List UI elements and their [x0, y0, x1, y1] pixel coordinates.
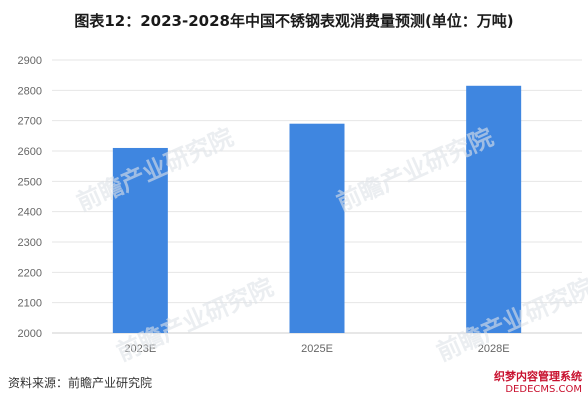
chart-title: 图表12：2023-2028年中国不锈钢表观消费量预测(单位：万吨) [74, 12, 514, 30]
source-note: 资料来源：前瞻产业研究院 [8, 376, 153, 390]
y-tick-label: 2100 [18, 298, 42, 310]
x-tick-label: 2028E [478, 343, 510, 355]
y-tick-label: 2800 [18, 85, 42, 97]
x-tick-label: 2025E [301, 343, 333, 355]
y-tick-label: 2700 [18, 116, 42, 128]
y-tick-label: 2400 [18, 207, 42, 219]
corner-watermark-title: 织梦内容管理系统 [494, 370, 582, 383]
y-tick-label: 2000 [18, 328, 42, 340]
y-tick-label: 2900 [18, 55, 42, 67]
bar-2025e [289, 123, 345, 333]
corner-watermark-url: DEDECMS.COM [505, 384, 582, 395]
y-tick-label: 2200 [18, 267, 42, 279]
y-tick-label: 2500 [18, 176, 42, 188]
bar-2028e [466, 85, 522, 334]
corner-watermark: 织梦内容管理系统 DEDECMS.COM [494, 370, 582, 396]
x-tick-label: 2023E [124, 343, 156, 355]
y-tick-label: 2600 [18, 146, 42, 158]
y-tick-label: 2300 [18, 237, 42, 249]
bar-2023e [112, 147, 168, 333]
